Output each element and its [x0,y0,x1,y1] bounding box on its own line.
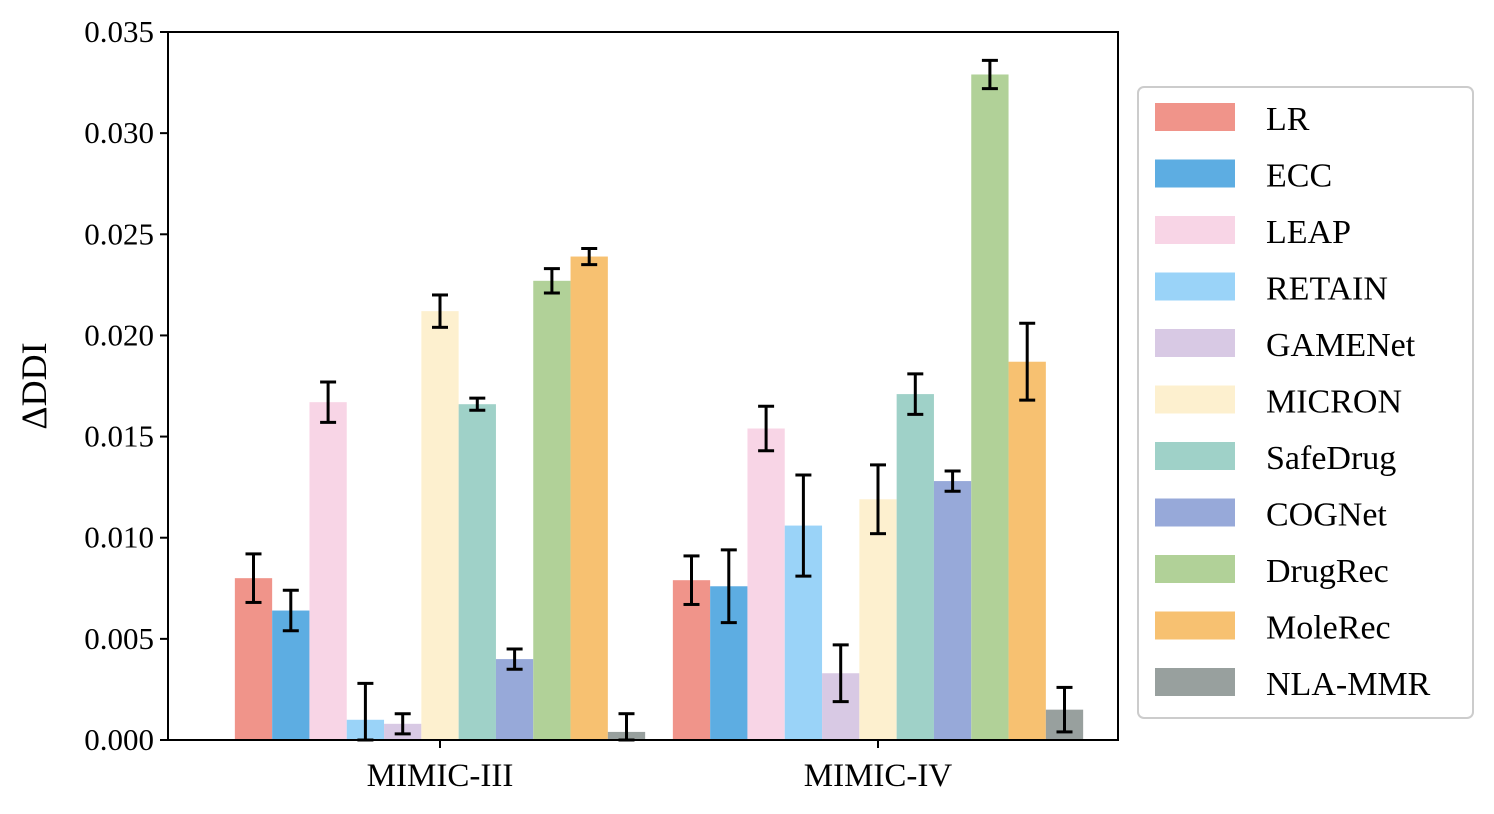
legend-swatch [1155,385,1235,414]
bar [495,659,534,740]
y-tick-label: 0.035 [84,14,154,49]
bar [570,256,608,740]
bar [309,402,347,740]
bar [421,311,459,740]
y-tick-label: 0.005 [84,621,154,656]
bar [458,404,496,740]
legend-label: MICRON [1266,384,1402,421]
legend-label: COGNet [1266,497,1387,534]
legend-swatch [1155,442,1235,470]
y-tick-label: 0.010 [84,520,154,555]
legend-swatch [1155,611,1235,640]
legend-label: ECC [1266,158,1332,195]
legend-swatch [1155,159,1235,188]
y-axis-title: ΔDDI [14,342,54,429]
legend-label: DrugRec [1266,553,1389,590]
y-tick-label: 0.030 [84,115,154,150]
y-tick-label: 0.015 [84,419,154,454]
legend: LR ECC LEAP RETAIN GAMENet MICRON SafeDrug COGN… [1137,86,1474,719]
legend-label: GAMENet [1266,327,1416,364]
legend-swatch [1155,329,1235,357]
x-tick-label: MIMIC-IV [804,758,953,794]
legend-label: LR [1266,101,1310,138]
legend-label: NLA-MMR [1266,666,1431,703]
plot-frame [167,31,1119,741]
legend-swatch [1155,103,1235,131]
legend-swatch [1155,272,1235,301]
bar [672,580,711,740]
bar [933,481,972,740]
legend-swatch [1155,555,1235,583]
bar [533,280,571,740]
legend-label: RETAIN [1266,271,1388,308]
legend-label: LEAP [1266,214,1351,251]
legend-items: LR ECC LEAP RETAIN GAMENet MICRON SafeDrug COGN… [1155,101,1431,703]
legend-label: SafeDrug [1266,440,1396,477]
legend-label: MoleRec [1266,610,1391,647]
bar [859,499,897,740]
y-axis: 0.000 0.005 0.010 0.015 0.020 0.025 0.030 0.035 [84,14,168,757]
legend-swatch [1155,668,1235,696]
x-axis: MIMIC-III MIMIC-IV [367,740,953,794]
bar [971,74,1009,741]
bar [747,428,785,740]
bar [896,394,934,740]
bar [1008,361,1046,740]
legend-swatch [1155,498,1235,527]
bar [234,578,273,740]
y-tick-label: 0.025 [84,216,154,251]
x-tick-label: MIMIC-III [367,758,514,794]
plot-area [234,58,1084,742]
y-tick-label: 0.000 [84,722,154,757]
legend-swatch [1155,216,1235,244]
y-tick-label: 0.020 [84,317,154,352]
